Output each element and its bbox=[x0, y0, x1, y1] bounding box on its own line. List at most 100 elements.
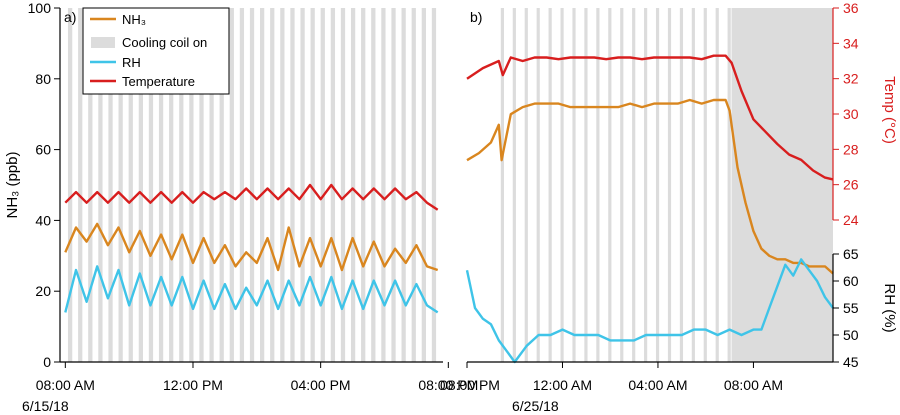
rh-tick-label: 65 bbox=[843, 246, 859, 262]
cooling-band bbox=[118, 8, 123, 362]
temperature-line-b bbox=[466, 54, 834, 181]
cooling-band bbox=[421, 8, 426, 362]
cooling-band bbox=[169, 8, 174, 362]
panel-b-x-ticks: 08:00 PM 12:00 AM 04:00 AM 08:00 AM bbox=[440, 362, 783, 393]
cooling-band bbox=[548, 8, 552, 362]
cooling-band bbox=[608, 8, 612, 362]
x-tick-label: 08:00 PM bbox=[418, 377, 478, 393]
cooling-band bbox=[128, 8, 133, 362]
cooling-band bbox=[330, 8, 336, 362]
cooling-band bbox=[199, 8, 204, 362]
temp-tick-label: 24 bbox=[843, 212, 859, 228]
y-tick-label: 60 bbox=[35, 142, 51, 158]
x-tick-label: 04:00 PM bbox=[291, 377, 351, 393]
panel-a-y-axis-title: NH₃ (ppb) bbox=[4, 152, 21, 219]
rh-tick-label: 55 bbox=[843, 300, 859, 316]
cooling-band bbox=[88, 8, 93, 362]
cooling-band bbox=[655, 8, 660, 362]
panel-a-label: a) bbox=[64, 9, 76, 25]
cooling-band bbox=[512, 8, 516, 362]
legend-label-temperature: Temperature bbox=[122, 74, 195, 89]
cooling-band bbox=[371, 8, 376, 362]
cooling-band bbox=[361, 8, 366, 362]
cooling-band bbox=[290, 8, 295, 362]
cooling-band bbox=[679, 8, 684, 362]
panel-b: 24 26 28 30 32 34 36 45 50 55 60 65 08:00 PM 12:00 … bbox=[440, 0, 898, 414]
cooling-band bbox=[67, 8, 73, 362]
temp-tick-label: 30 bbox=[843, 106, 859, 122]
panel-a-y-ticks: 0 20 40 60 80 100 bbox=[28, 0, 60, 370]
cooling-band bbox=[209, 8, 214, 362]
cooling-band bbox=[219, 8, 224, 362]
cooling-band bbox=[108, 8, 113, 362]
cooling-band bbox=[524, 8, 528, 362]
temperature-line-a bbox=[64, 183, 439, 211]
x-tick-label: 08:00 PM bbox=[440, 377, 500, 393]
cooling-band bbox=[411, 8, 416, 362]
cooling-band bbox=[138, 8, 143, 362]
cooling-band bbox=[320, 8, 325, 362]
cooling-band bbox=[596, 8, 600, 362]
temp-tick-label: 26 bbox=[843, 177, 859, 193]
cooling-band bbox=[239, 8, 245, 362]
cooling-band bbox=[179, 8, 184, 362]
cooling-band bbox=[300, 8, 305, 362]
panel-b-cooling-bands bbox=[500, 8, 833, 362]
temp-tick-label: 28 bbox=[843, 141, 859, 157]
panel-a-series bbox=[64, 183, 439, 314]
legend-label-nh3: NH₃ bbox=[122, 12, 146, 27]
y-tick-label: 0 bbox=[43, 354, 51, 370]
cooling-band bbox=[560, 8, 564, 362]
panel-b-temp-ticks: 24 26 28 30 32 34 36 bbox=[833, 0, 859, 228]
legend-label-rh: RH bbox=[122, 55, 141, 70]
x-tick-label: 08:00 AM bbox=[724, 377, 783, 393]
legend-swatch-cooling bbox=[91, 37, 115, 48]
panel-b-label: b) bbox=[470, 9, 482, 25]
cooling-band bbox=[703, 8, 707, 362]
x-tick-label: 12:00 PM bbox=[163, 377, 223, 393]
rh-line-a bbox=[64, 265, 439, 314]
panel-b-temp-axis-title: Temp (°C) bbox=[881, 76, 898, 144]
y-tick-label: 100 bbox=[28, 0, 52, 16]
x-tick-label: 08:00 AM bbox=[36, 377, 95, 393]
cooling-band bbox=[667, 8, 672, 362]
panel-a-date-label: 6/15/18 bbox=[22, 398, 69, 414]
rh-tick-label: 50 bbox=[843, 327, 859, 343]
cooling-band bbox=[310, 8, 315, 362]
panel-a-x-ticks: 08:00 AM 12:00 PM 04:00 PM 08:00 PM bbox=[36, 362, 478, 393]
panel-b-rh-ticks: 45 50 55 60 65 bbox=[833, 246, 859, 370]
legend-box bbox=[82, 7, 230, 95]
cooling-band bbox=[229, 8, 234, 362]
cooling-band bbox=[340, 8, 346, 362]
x-tick-label: 04:00 AM bbox=[628, 377, 687, 393]
cooling-band bbox=[431, 8, 437, 362]
cooling-band bbox=[727, 8, 731, 362]
cooling-band bbox=[584, 8, 588, 362]
legend: NH₃ Cooling coil on RH Temperature bbox=[82, 7, 230, 95]
temp-tick-label: 34 bbox=[843, 35, 859, 51]
cooling-band bbox=[632, 8, 636, 362]
y-tick-label: 80 bbox=[35, 71, 51, 87]
cooling-band bbox=[270, 8, 275, 362]
y-tick-label: 40 bbox=[35, 212, 51, 228]
temp-tick-label: 32 bbox=[843, 71, 859, 87]
cooling-band bbox=[620, 8, 624, 362]
cooling-band bbox=[260, 8, 265, 362]
nh3-line-b bbox=[466, 98, 834, 275]
cooling-band bbox=[158, 8, 164, 362]
cooling-band bbox=[572, 8, 576, 362]
y-tick-label: 20 bbox=[35, 283, 51, 299]
cooling-band bbox=[381, 8, 386, 362]
cooling-band bbox=[249, 8, 255, 362]
cooling-band bbox=[691, 8, 695, 362]
cooling-band bbox=[644, 8, 648, 362]
cooling-band bbox=[536, 8, 540, 362]
rh-tick-label: 45 bbox=[843, 354, 859, 370]
cooling-band bbox=[189, 8, 194, 362]
cooling-band bbox=[148, 8, 154, 362]
rh-tick-label: 60 bbox=[843, 273, 859, 289]
cooling-band bbox=[731, 8, 833, 362]
cooling-band bbox=[350, 8, 356, 362]
